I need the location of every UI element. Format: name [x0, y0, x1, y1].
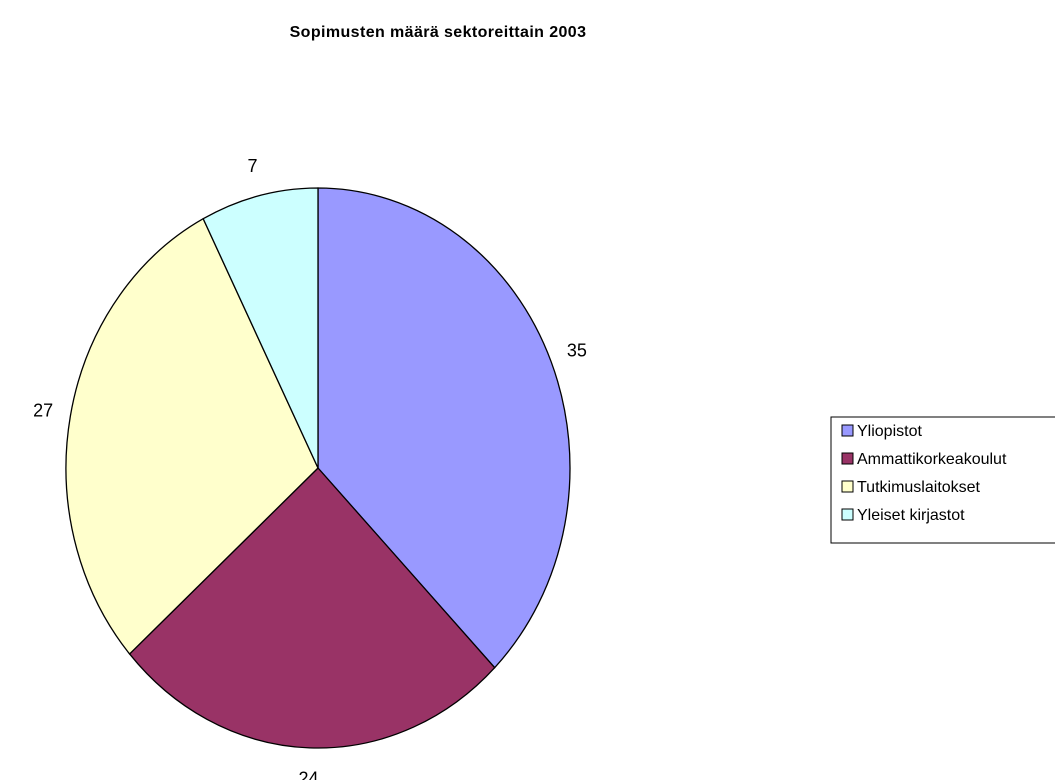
legend-swatch	[841, 452, 854, 465]
legend: Yliopistot Ammattikorkeakoulut Tutkimuslai…	[830, 416, 1055, 544]
pie-slice-yleiset-kirjastot	[202, 187, 319, 469]
pie-slice-yliopistot	[317, 187, 571, 669]
legend-label: Yliopistot	[857, 423, 922, 440]
data-label: 24	[299, 769, 319, 780]
data-label: 35	[567, 340, 587, 360]
legend-swatch	[841, 424, 854, 437]
pie-slices	[65, 187, 571, 749]
legend-swatch	[841, 508, 854, 521]
chart-title: Sopimusten määrä sektoreittain 2003	[290, 24, 587, 41]
data-label: 7	[247, 156, 257, 176]
legend-frame	[830, 416, 1055, 544]
legend-label: Ammattikorkeakoulut	[857, 451, 1007, 468]
pie-slice-tutkimuslaitokset	[65, 217, 319, 655]
pie-slice-ammattikorkeakoulut	[128, 467, 496, 749]
data-label: 27	[33, 401, 53, 421]
data-labels: 35 24 27 7	[33, 156, 587, 780]
legend-label: Tutkimuslaitokset	[857, 479, 981, 496]
legend-label: Yleiset kirjastot	[857, 507, 965, 524]
legend-swatch	[841, 480, 854, 493]
